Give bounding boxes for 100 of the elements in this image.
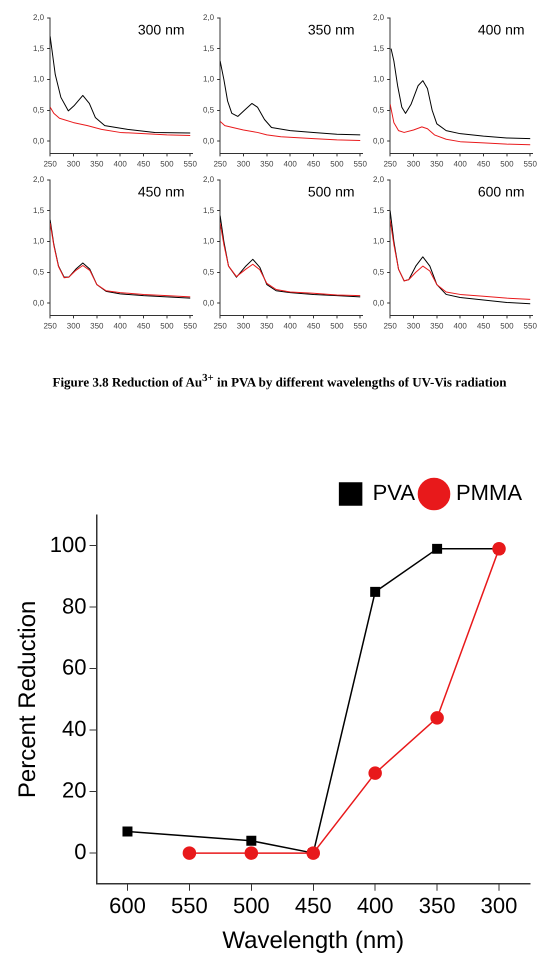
x-tick-label: 250 bbox=[213, 321, 228, 330]
y-tick-label: 0,5 bbox=[372, 267, 385, 276]
x-tick-label: 250 bbox=[213, 159, 228, 168]
x-tick-label: 450 bbox=[476, 159, 491, 168]
x-tick-label: 500 bbox=[232, 893, 270, 918]
x-tick-label: 300 bbox=[406, 159, 421, 168]
x-tick-label: 300 bbox=[66, 321, 81, 330]
y-tick-label: 0,0 bbox=[32, 136, 45, 146]
y-tick-label: 0,5 bbox=[372, 105, 385, 114]
point bbox=[122, 826, 132, 837]
x-tick-label: 300 bbox=[236, 159, 251, 168]
x-tick-label: 350 bbox=[260, 159, 274, 168]
y-tick-label: 0,0 bbox=[32, 298, 45, 308]
x-tick-label: 250 bbox=[383, 321, 398, 330]
y-tick-label: 80 bbox=[62, 593, 87, 618]
y-tick-label: 0,5 bbox=[202, 105, 215, 114]
x-tick-label: 400 bbox=[113, 321, 128, 330]
x-tick-label: 500 bbox=[500, 321, 514, 330]
chart-title: 450 nm bbox=[138, 184, 185, 200]
x-tick-label: 350 bbox=[90, 159, 104, 168]
y-tick-label: 1,5 bbox=[32, 206, 45, 215]
x-tick-label: 400 bbox=[356, 893, 394, 918]
point bbox=[368, 766, 382, 780]
x-tick-label: 550 bbox=[184, 159, 198, 168]
y-tick-label: 0,0 bbox=[202, 298, 215, 308]
x-tick-label: 500 bbox=[160, 159, 174, 168]
y-tick-label: 1,0 bbox=[202, 236, 215, 246]
point bbox=[370, 586, 380, 597]
legend-label: PVA bbox=[372, 480, 416, 506]
y-tick-label: 0,0 bbox=[372, 136, 385, 146]
x-tick-label: 550 bbox=[354, 159, 368, 168]
chart-title: 500 nm bbox=[308, 184, 355, 200]
y-tick-label: 1,5 bbox=[372, 206, 385, 215]
y-tick-label: 1,5 bbox=[32, 44, 45, 53]
y-tick-label: 2,0 bbox=[202, 13, 215, 22]
x-tick-label: 450 bbox=[476, 321, 491, 330]
x-tick-label: 350 bbox=[90, 321, 104, 330]
legend-label: PMMA bbox=[456, 480, 522, 506]
y-tick-label: 0,5 bbox=[32, 105, 45, 114]
x-tick-label: 350 bbox=[430, 321, 444, 330]
x-tick-label: 600 bbox=[109, 893, 146, 918]
point bbox=[246, 836, 256, 846]
y-tick-label: 1,5 bbox=[202, 206, 215, 215]
x-axis-title: Wavelength (nm) bbox=[222, 927, 404, 954]
point bbox=[182, 846, 196, 860]
x-tick-label: 450 bbox=[306, 321, 321, 330]
chart-title: 600 nm bbox=[478, 184, 525, 200]
chart-title: 350 nm bbox=[308, 22, 355, 38]
x-tick-label: 550 bbox=[524, 321, 538, 330]
y-tick-label: 100 bbox=[50, 532, 87, 557]
y-tick-label: 2,0 bbox=[202, 175, 215, 184]
x-tick-label: 450 bbox=[136, 159, 151, 168]
point bbox=[430, 711, 444, 725]
y-tick-label: 20 bbox=[62, 778, 87, 803]
x-tick-label: 300 bbox=[66, 159, 81, 168]
x-tick-label: 550 bbox=[524, 159, 538, 168]
x-tick-label: 550 bbox=[184, 321, 198, 330]
x-tick-label: 300 bbox=[406, 321, 421, 330]
x-tick-label: 450 bbox=[306, 159, 321, 168]
x-tick-label: 400 bbox=[453, 321, 468, 330]
y-tick-label: 1,5 bbox=[202, 44, 215, 53]
x-tick-label: 300 bbox=[236, 321, 251, 330]
y-tick-label: 2,0 bbox=[372, 13, 385, 22]
y-tick-label: 40 bbox=[62, 716, 87, 742]
x-tick-label: 400 bbox=[283, 321, 298, 330]
chart-title: 300 nm bbox=[138, 22, 185, 38]
y-tick-label: 0,5 bbox=[32, 267, 45, 276]
y-tick-label: 2,0 bbox=[372, 175, 385, 184]
chart-title: 400 nm bbox=[478, 22, 525, 38]
x-tick-label: 400 bbox=[283, 159, 298, 168]
y-tick-label: 1,0 bbox=[202, 74, 215, 84]
y-tick-label: 2,0 bbox=[32, 175, 45, 184]
y-tick-label: 2,0 bbox=[32, 13, 45, 22]
y-tick-label: 1,0 bbox=[372, 236, 385, 246]
x-tick-label: 250 bbox=[43, 321, 58, 330]
x-tick-label: 450 bbox=[136, 321, 151, 330]
x-tick-label: 500 bbox=[500, 159, 514, 168]
x-tick-label: 350 bbox=[418, 893, 456, 918]
x-tick-label: 250 bbox=[43, 159, 58, 168]
y-tick-label: 0,5 bbox=[202, 267, 215, 276]
y-tick-label: 1,0 bbox=[372, 74, 385, 84]
point bbox=[432, 544, 442, 554]
y-tick-label: 0 bbox=[74, 839, 87, 864]
y-tick-label: 0,0 bbox=[372, 298, 385, 308]
y-tick-label: 1,0 bbox=[32, 236, 45, 246]
x-tick-label: 500 bbox=[330, 321, 344, 330]
x-tick-label: 400 bbox=[113, 159, 128, 168]
x-tick-label: 300 bbox=[480, 893, 518, 918]
y-tick-label: 0,0 bbox=[202, 136, 215, 146]
x-tick-label: 500 bbox=[160, 321, 174, 330]
x-tick-label: 450 bbox=[294, 893, 332, 918]
y-tick-label: 1,5 bbox=[372, 44, 385, 53]
x-tick-label: 550 bbox=[171, 893, 208, 918]
x-tick-label: 400 bbox=[453, 159, 468, 168]
y-tick-label: 1,0 bbox=[32, 74, 45, 84]
y-tick-label: 60 bbox=[62, 654, 87, 680]
x-tick-label: 550 bbox=[354, 321, 368, 330]
x-tick-label: 500 bbox=[330, 159, 344, 168]
x-tick-label: 350 bbox=[430, 159, 444, 168]
x-tick-label: 350 bbox=[260, 321, 274, 330]
